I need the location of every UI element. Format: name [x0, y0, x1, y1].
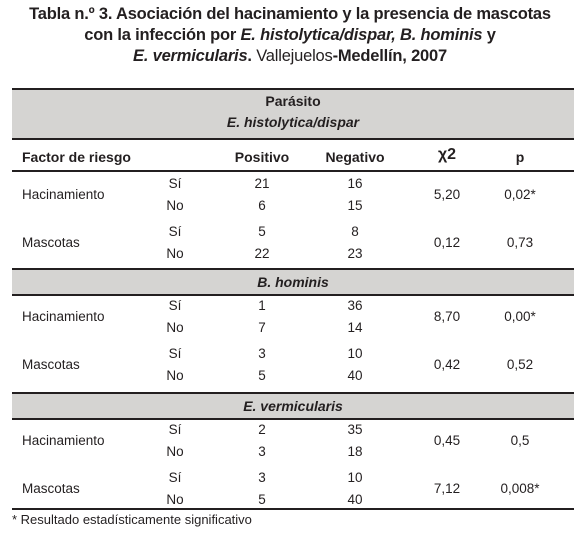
level-label: Sí [168, 298, 182, 313]
caption-text: y [482, 26, 496, 44]
p-value: 0,52 [506, 357, 534, 372]
positivo-value: 3 [258, 470, 266, 485]
table-caption: Tabla n.º 3. Asociación del hacinamiento… [0, 4, 580, 67]
caption-location: Vallejuelos [256, 47, 333, 65]
level-label: No [166, 368, 184, 383]
section-title: E. histolytica/dispar [226, 114, 360, 130]
p-value: 0,02* [504, 187, 536, 202]
risk-factor-label: Hacinamiento [22, 433, 105, 448]
positivo-value: 21 [254, 176, 270, 191]
column-header-positivo: Positivo [234, 149, 290, 165]
chi2-value: 5,20 [433, 187, 461, 202]
caption-line-2: con la infección por E. histolytica/disp… [0, 25, 580, 46]
caption-line-1: Tabla n.º 3. Asociación del hacinamiento… [29, 5, 551, 23]
negativo-value: 8 [351, 224, 359, 239]
section-rule [12, 268, 574, 270]
level-label: Sí [168, 224, 182, 239]
negativo-value: 35 [347, 422, 363, 437]
risk-factor-label: Mascotas [22, 481, 80, 496]
level-label: No [166, 246, 184, 261]
positivo-value: 5 [258, 492, 266, 507]
positivo-value: 7 [258, 320, 266, 335]
negativo-value: 36 [347, 298, 363, 313]
caption-text: -Medellín, 2007 [332, 47, 448, 65]
negativo-value: 14 [347, 320, 363, 335]
negativo-value: 40 [347, 368, 363, 383]
negativo-value: 10 [347, 470, 363, 485]
header-band [12, 90, 574, 138]
positivo-value: 3 [258, 346, 266, 361]
risk-factor-label: Hacinamiento [22, 187, 105, 202]
level-label: Sí [168, 422, 182, 437]
level-label: No [166, 444, 184, 459]
negativo-value: 15 [347, 198, 363, 213]
chi2-value: 0,45 [433, 433, 461, 448]
caption-text: . [247, 47, 257, 65]
positivo-value: 22 [254, 246, 270, 261]
positivo-value: 2 [258, 422, 266, 437]
section-rule [12, 418, 574, 420]
level-label: Sí [168, 470, 182, 485]
positivo-value: 5 [258, 224, 266, 239]
chi2-value: 0,42 [433, 357, 461, 372]
section-band [12, 270, 574, 294]
p-value: 0,73 [506, 235, 534, 250]
caption-species: E. histolytica/dispar, B. hominis [240, 26, 483, 44]
caption-text: con la infección por [84, 26, 241, 44]
column-header-chi2: χ2 [437, 146, 457, 163]
risk-factor-label: Hacinamiento [22, 309, 105, 324]
negativo-value: 16 [347, 176, 363, 191]
column-header-rule [12, 170, 574, 172]
section-title: B. hominis [257, 274, 329, 290]
section-rule [12, 392, 574, 394]
negativo-value: 10 [347, 346, 363, 361]
caption-line-3: E. vermicularis. Vallejuelos-Medellín, 2… [0, 46, 580, 67]
positivo-value: 1 [258, 298, 266, 313]
negativo-value: 40 [347, 492, 363, 507]
p-value: 0,008* [500, 481, 540, 496]
level-label: Sí [168, 346, 182, 361]
negativo-value: 18 [347, 444, 363, 459]
section-title: E. vermicularis [243, 398, 343, 414]
p-value: 0,00* [504, 309, 536, 324]
column-header-p: p [515, 149, 525, 165]
chi2-value: 8,70 [433, 309, 461, 324]
level-label: No [166, 320, 184, 335]
level-label: Sí [168, 176, 182, 191]
level-label: No [166, 198, 184, 213]
risk-factor-label: Mascotas [22, 357, 80, 372]
level-label: No [166, 492, 184, 507]
risk-factor-label: Mascotas [22, 235, 80, 250]
section-rule [12, 294, 574, 296]
chi2-value: 0,12 [433, 235, 461, 250]
positivo-value: 5 [258, 368, 266, 383]
header-rule [12, 138, 574, 140]
negativo-value: 23 [347, 246, 363, 261]
group-label: Parásito [265, 93, 321, 109]
top-rule [12, 88, 574, 90]
p-value: 0,5 [510, 433, 530, 448]
positivo-value: 3 [258, 444, 266, 459]
caption-species: E. vermicularis [133, 47, 248, 65]
chi2-value: 7,12 [433, 481, 461, 496]
footnote: * Resultado estadísticamente significati… [12, 512, 252, 527]
column-header-factor: Factor de riesgo [22, 149, 131, 165]
section-band [12, 394, 574, 418]
bottom-rule [12, 508, 574, 510]
positivo-value: 6 [258, 198, 266, 213]
column-header-negativo: Negativo [325, 149, 385, 165]
